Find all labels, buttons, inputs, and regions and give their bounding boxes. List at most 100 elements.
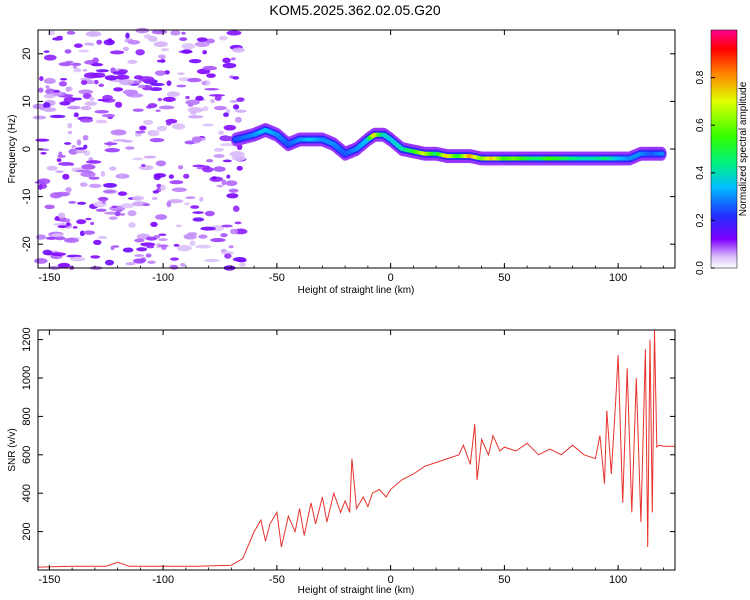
spectrogram-noise-cell (122, 140, 133, 143)
spectrogram-noise-cell (177, 245, 192, 252)
spectrogram-noise-cell (205, 38, 216, 44)
spectrogram-noise-cell (194, 41, 210, 48)
colorbar-tick-label: 0.6 (695, 118, 706, 132)
spectrogram-noise-cell (230, 57, 236, 61)
spectrogram-noise-cell (213, 105, 227, 111)
spectrogram-noise-cell (196, 37, 208, 42)
spectrogram-noise-cell (167, 199, 184, 204)
spectrogram-noise-cell (220, 143, 234, 147)
spectrogram-noise-cell (64, 49, 72, 54)
colorbar-tick-label: 0.4 (695, 165, 706, 179)
spectrogram-noise-cell (93, 239, 102, 246)
spectrogram-noise-cell (221, 179, 227, 186)
spectrogram-noise-cell (95, 119, 108, 124)
spectrogram-noise-cell (147, 103, 158, 109)
spectrogram-noise-cell (226, 193, 239, 199)
spectrogram-noise-cell (89, 96, 95, 102)
spectrogram-noise-cell (97, 235, 108, 240)
spectrogram-y-tick-label: 0 (21, 146, 33, 152)
spectrogram-noise-cell (82, 93, 92, 99)
spectrogram-noise-cell (97, 196, 109, 202)
spectrogram-noise-cell (103, 142, 118, 146)
spectrogram-noise-cell (155, 160, 167, 167)
spectrogram-noise-cell (204, 88, 220, 91)
spectrogram-noise-cell (189, 240, 196, 246)
spectrogram-noise-cell (232, 47, 245, 53)
spectrogram-y-tick-label: 10 (21, 95, 33, 107)
spectrogram-noise-cell (82, 68, 88, 72)
spectrogram-noise-cell (78, 89, 94, 95)
spectrogram-noise-cell (234, 221, 242, 225)
spectrogram-noise-cell (226, 108, 231, 114)
spectrogram-noise-cell (156, 59, 166, 63)
spectrogram-noise-cell (133, 258, 146, 264)
spectrogram-noise-cell (153, 173, 167, 178)
spectrogram-noise-cell (80, 77, 92, 81)
spectrogram-noise-cell (162, 96, 176, 102)
spectrogram-noise-cell (93, 79, 99, 85)
spectrogram-noise-cell (55, 191, 70, 197)
spectrogram-noise-cell (157, 97, 163, 102)
spectrogram-ridge-layer (230, 122, 667, 166)
figure-title: KOM5.2025.362.02.05.G20 (269, 2, 440, 18)
spectrogram-noise-cell (181, 43, 196, 50)
spectrogram-noise-cell (202, 123, 214, 127)
spectrogram-noise-cell (149, 138, 165, 143)
spectrogram-ridge-core (658, 151, 665, 156)
spectrogram-noise-cell (125, 92, 134, 97)
spectrogram-noise-cell (232, 205, 240, 212)
spectrogram-noise-cell (154, 70, 166, 76)
spectrogram-noise-cell (135, 130, 146, 134)
spectrogram-noise-cell (67, 130, 73, 135)
spectrogram-noise-cell (176, 84, 187, 88)
spectrogram-noise-cell (111, 205, 118, 209)
spectrogram-noise-cell (45, 85, 50, 89)
spectrogram-noise-cell (157, 244, 169, 248)
spectrogram-noise-cell (73, 68, 82, 73)
spectrogram-noise-cell (85, 31, 102, 37)
spectrogram-noise-cell (44, 204, 55, 210)
spectrogram-noise-cell (166, 91, 180, 97)
spectrogram-noise-cell (66, 30, 76, 35)
spectrogram-noise-cell (45, 236, 58, 240)
spectrogram-noise-cell (211, 176, 217, 180)
spectrogram-noise-cell (158, 105, 175, 110)
spectrogram-noise-cell (225, 180, 238, 187)
spectrogram-noise-cell (229, 151, 245, 158)
spectrogram-noise-cell (125, 32, 130, 39)
spectrogram-noise-cell (78, 49, 90, 53)
spectrogram-noise-cell (43, 93, 56, 99)
spectrogram-noise-cell (151, 196, 158, 201)
snr-y-tick-label: 1000 (21, 366, 33, 390)
spectrogram-noise-cell (232, 104, 240, 110)
spectrogram-noise-cell (236, 97, 245, 102)
spectrogram-noise-cell (177, 165, 184, 170)
spectrogram-noise-cell (213, 166, 226, 172)
spectrogram-noise-cell (191, 136, 202, 143)
spectrogram-noise-cell (63, 96, 76, 103)
spectrogram-noise-cell (55, 170, 64, 173)
spectrogram-noise-cell (184, 202, 191, 206)
spectrogram-noise-cell (160, 184, 166, 191)
spectrogram-noise-cell (53, 223, 68, 226)
spectrogram-noise-cell (214, 95, 222, 101)
spectrogram-noise-cell (107, 38, 113, 44)
spectrogram-x-tick-label: -100 (152, 272, 174, 284)
spectrogram-noise-cell (32, 103, 47, 110)
spectrogram-noise-cell (75, 149, 87, 154)
spectrogram-noise-cell (213, 147, 224, 152)
spectrogram-noise-cell (60, 77, 68, 81)
spectrogram-noise-cell (63, 142, 72, 145)
spectrogram-noise-cell (232, 257, 247, 262)
spectrogram-noise-cell (222, 62, 237, 69)
spectrogram-noise-cell (90, 255, 101, 259)
spectrogram-noise-cell (122, 46, 130, 52)
spectrogram-noise-cell (95, 69, 109, 73)
spectrogram-noise-cell (195, 95, 204, 101)
colorbar-ticks: 0.0 0.2 0.4 0.6 0.8 (695, 70, 715, 275)
spectrogram-noise-cell (169, 264, 179, 270)
spectrogram-noise-cell (72, 65, 78, 69)
spectrogram-noise-cell (195, 244, 212, 249)
spectrogram-noise-cell (132, 195, 145, 201)
